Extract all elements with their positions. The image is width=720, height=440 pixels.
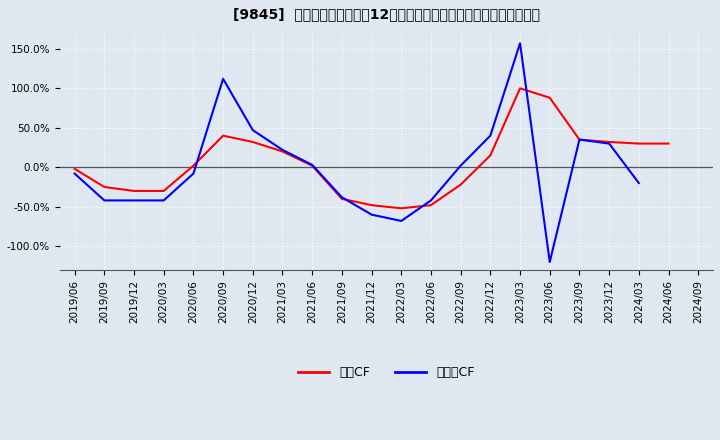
Line: フリーCF: フリーCF [75, 43, 639, 262]
フリーCF [100, 198, 109, 203]
営業CF [130, 188, 138, 194]
営業CF [516, 86, 524, 91]
フリーCF [130, 198, 138, 203]
フリーCF [427, 198, 436, 203]
営業CF [456, 182, 465, 187]
Title: [9845]  キャッシュフローの12か月移動合計の対前年同期増減率の推移: [9845] キャッシュフローの12か月移動合計の対前年同期増減率の推移 [233, 7, 540, 21]
営業CF [664, 141, 672, 146]
フリーCF [516, 40, 524, 46]
営業CF [159, 188, 168, 194]
営業CF [219, 133, 228, 138]
営業CF [397, 205, 405, 211]
営業CF [308, 163, 317, 169]
営業CF [71, 166, 79, 172]
フリーCF [486, 133, 495, 138]
営業CF [546, 95, 554, 100]
Legend: 営業CF, フリーCF: 営業CF, フリーCF [293, 361, 480, 384]
フリーCF [189, 171, 198, 176]
フリーCF [397, 218, 405, 224]
営業CF [634, 141, 643, 146]
営業CF [575, 137, 584, 142]
営業CF [278, 149, 287, 154]
営業CF [189, 163, 198, 169]
営業CF [100, 184, 109, 190]
Line: 営業CF: 営業CF [75, 88, 668, 208]
フリーCF [278, 147, 287, 153]
営業CF [248, 139, 257, 145]
営業CF [427, 202, 436, 208]
営業CF [367, 202, 376, 208]
フリーCF [456, 163, 465, 169]
フリーCF [546, 259, 554, 264]
営業CF [486, 153, 495, 158]
フリーCF [605, 141, 613, 146]
フリーCF [248, 128, 257, 133]
フリーCF [308, 162, 317, 168]
フリーCF [634, 180, 643, 186]
フリーCF [71, 171, 79, 176]
フリーCF [338, 194, 346, 200]
営業CF [338, 196, 346, 202]
フリーCF [367, 212, 376, 217]
営業CF [605, 139, 613, 145]
フリーCF [159, 198, 168, 203]
フリーCF [219, 76, 228, 81]
フリーCF [575, 137, 584, 142]
